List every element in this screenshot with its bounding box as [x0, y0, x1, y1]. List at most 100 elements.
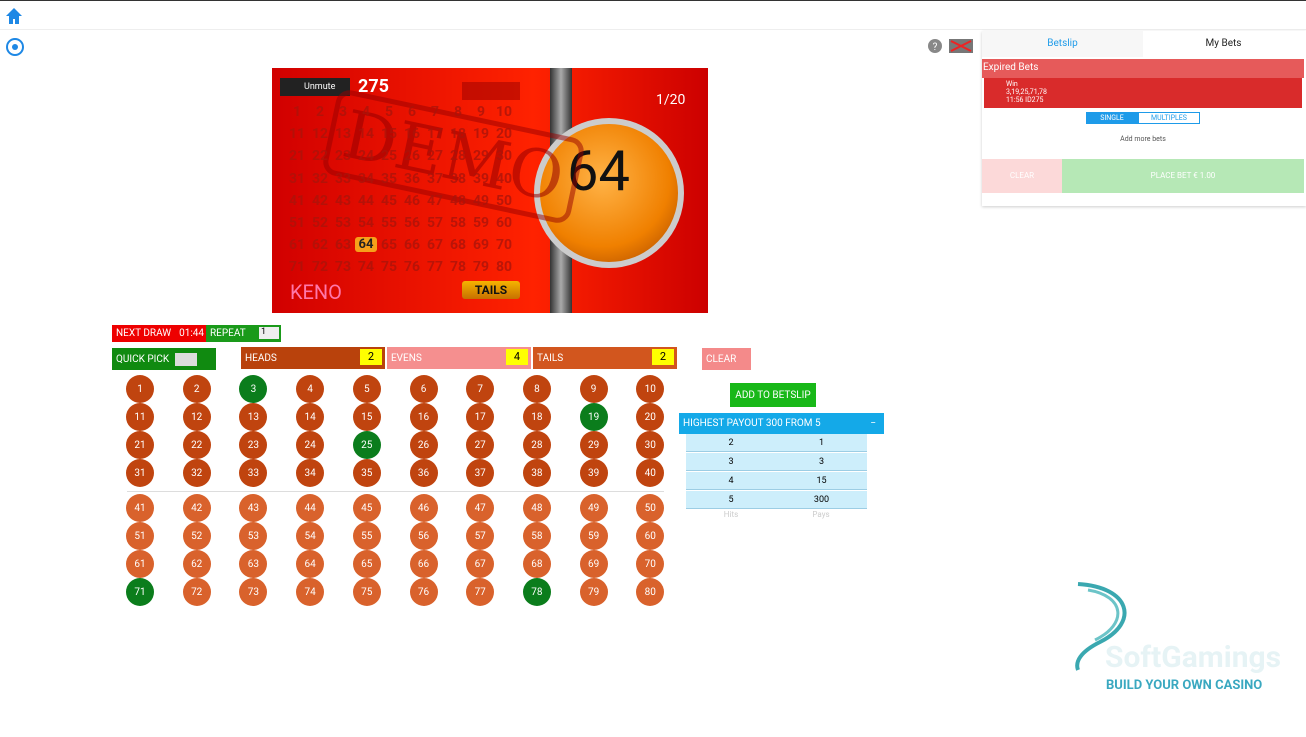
add-to-betslip[interactable]: ADD TO BETSLIP — [730, 383, 816, 407]
number-ball[interactable]: 61 — [126, 550, 154, 578]
number-ball[interactable]: 48 — [522, 494, 551, 522]
number-ball[interactable]: 62 — [182, 550, 211, 578]
number-ball[interactable]: 70 — [636, 550, 665, 578]
bet-option[interactable]: TAILS 2 — [533, 347, 677, 369]
number-ball[interactable]: 14 — [296, 403, 325, 431]
number-ball[interactable]: 28 — [522, 431, 551, 459]
number-ball[interactable]: 71 — [126, 578, 154, 606]
number-ball[interactable]: 73 — [239, 578, 268, 606]
number-ball[interactable]: 16 — [409, 403, 438, 431]
mode-multiples[interactable]: MULTIPLES — [1138, 112, 1200, 124]
number-ball[interactable]: 13 — [239, 403, 268, 431]
number-ball[interactable]: 33 — [239, 459, 268, 487]
tab-betslip[interactable]: Betslip — [982, 31, 1143, 57]
number-ball[interactable]: 74 — [296, 578, 325, 606]
mode-single[interactable]: SINGLE — [1086, 112, 1138, 124]
number-ball[interactable]: 67 — [466, 550, 495, 578]
collapse[interactable]: − — [870, 418, 876, 429]
number-ball[interactable]: 2 — [182, 375, 211, 403]
number-ball[interactable]: 60 — [636, 522, 665, 550]
repeat[interactable]: REPEAT 1 — [206, 325, 281, 342]
number-ball[interactable]: 75 — [352, 578, 381, 606]
number-ball[interactable]: 10 — [636, 375, 665, 403]
number-ball[interactable]: 37 — [466, 459, 495, 487]
tab-my-bets[interactable]: My Bets — [1205, 38, 1242, 49]
number-ball[interactable]: 19 — [579, 403, 608, 431]
quick-pick[interactable]: QUICK PICK — [112, 348, 216, 370]
number-ball[interactable]: 51 — [126, 522, 154, 550]
place-bet[interactable]: PLACE BET € 1.00 — [1062, 159, 1304, 193]
number-ball[interactable]: 7 — [466, 375, 495, 403]
help-icons[interactable]: ? — [928, 38, 974, 54]
home-icon[interactable] — [5, 7, 23, 25]
number-ball[interactable]: 18 — [522, 403, 551, 431]
bet-option[interactable]: EVENS 4 — [387, 347, 531, 369]
number-ball[interactable]: 64 — [296, 550, 325, 578]
number-ball[interactable]: 45 — [352, 494, 381, 522]
number-ball[interactable]: 11 — [126, 403, 154, 431]
number-ball[interactable]: 54 — [296, 522, 325, 550]
number-ball[interactable]: 34 — [296, 459, 325, 487]
number-ball[interactable]: 78 — [522, 578, 551, 606]
number-ball[interactable]: 80 — [636, 578, 665, 606]
number-ball[interactable]: 58 — [522, 522, 551, 550]
number-ball[interactable]: 20 — [636, 403, 665, 431]
number-ball[interactable]: 12 — [182, 403, 211, 431]
number-ball[interactable]: 65 — [352, 550, 381, 578]
number-ball[interactable]: 27 — [466, 431, 495, 459]
clear-button[interactable]: CLEAR — [702, 348, 751, 370]
number-ball[interactable]: 59 — [579, 522, 608, 550]
number-ball[interactable]: 43 — [239, 494, 268, 522]
number-ball[interactable]: 42 — [182, 494, 211, 522]
number-ball[interactable]: 77 — [466, 578, 495, 606]
number-ball[interactable]: 68 — [522, 550, 551, 578]
number-ball[interactable]: 25 — [352, 431, 381, 459]
number-ball[interactable]: 32 — [182, 459, 211, 487]
number-ball[interactable]: 72 — [182, 578, 211, 606]
number-ball[interactable]: 47 — [466, 494, 495, 522]
number-ball[interactable]: 57 — [466, 522, 495, 550]
quick-pick-select[interactable] — [175, 352, 198, 366]
number-ball[interactable]: 30 — [636, 431, 665, 459]
number-ball[interactable]: 6 — [409, 375, 438, 403]
repeat-select[interactable]: 1 — [259, 327, 279, 339]
number-ball[interactable]: 63 — [239, 550, 268, 578]
number-ball[interactable]: 66 — [409, 550, 438, 578]
number-ball[interactable]: 15 — [352, 403, 381, 431]
number-ball[interactable]: 56 — [409, 522, 438, 550]
number-ball[interactable]: 8 — [522, 375, 551, 403]
number-ball[interactable]: 46 — [409, 494, 438, 522]
bet-option[interactable]: HEADS 2 — [241, 347, 385, 369]
number-ball[interactable]: 4 — [296, 375, 325, 403]
number-ball[interactable]: 53 — [239, 522, 268, 550]
number-ball[interactable]: 1 — [126, 375, 154, 403]
number-ball[interactable]: 39 — [579, 459, 608, 487]
number-ball[interactable]: 31 — [126, 459, 154, 487]
number-ball[interactable]: 9 — [579, 375, 608, 403]
number-ball[interactable]: 52 — [182, 522, 211, 550]
betslip-clear[interactable]: CLEAR — [982, 159, 1062, 193]
number-ball[interactable]: 44 — [296, 494, 325, 522]
number-ball[interactable]: 24 — [296, 431, 325, 459]
number-ball[interactable]: 41 — [126, 494, 154, 522]
number-ball[interactable]: 35 — [352, 459, 381, 487]
expired-bet[interactable]: Win 3,19,25,71,78 11:56 ID275 — [984, 78, 1302, 108]
number-ball[interactable]: 69 — [579, 550, 608, 578]
number-ball[interactable]: 49 — [579, 494, 608, 522]
number-ball[interactable]: 29 — [579, 431, 608, 459]
number-ball[interactable]: 22 — [182, 431, 211, 459]
number-ball[interactable]: 40 — [636, 459, 665, 487]
number-ball[interactable]: 21 — [126, 431, 154, 459]
number-ball[interactable]: 76 — [409, 578, 438, 606]
number-ball[interactable]: 23 — [239, 431, 268, 459]
unmute-button[interactable]: Unmute — [280, 78, 350, 96]
number-ball[interactable]: 5 — [352, 375, 381, 403]
app-icon[interactable] — [5, 37, 25, 57]
number-ball[interactable]: 3 — [239, 375, 268, 403]
number-ball[interactable]: 38 — [522, 459, 551, 487]
number-ball[interactable]: 55 — [352, 522, 381, 550]
number-ball[interactable]: 79 — [579, 578, 608, 606]
number-ball[interactable]: 17 — [466, 403, 495, 431]
number-ball[interactable]: 26 — [409, 431, 438, 459]
number-ball[interactable]: 50 — [636, 494, 665, 522]
